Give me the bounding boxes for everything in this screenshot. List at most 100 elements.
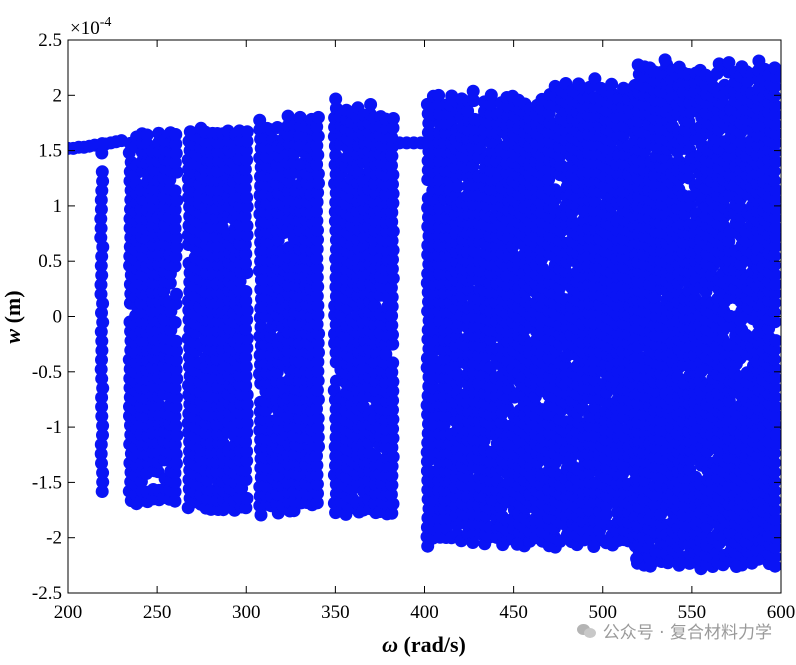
data-point-chaotic <box>168 259 182 273</box>
data-point-chaotic <box>386 337 400 351</box>
data-point-chaotic <box>768 456 781 470</box>
data-point-chaotic <box>386 431 400 445</box>
data-point-chaotic <box>466 84 480 98</box>
data-point-chaotic <box>433 314 447 328</box>
data-point-chaotic <box>767 89 781 103</box>
data-point-chaotic <box>96 428 109 442</box>
data-point-chaotic <box>768 99 781 112</box>
data-point-chaotic <box>95 485 109 498</box>
data-point-chaotic <box>310 496 324 510</box>
data-point-chaotic <box>311 280 325 294</box>
data-point-chaotic <box>312 440 325 453</box>
data-point-chaotic <box>95 146 109 160</box>
data-point-chaotic <box>239 247 253 261</box>
data-point-chaotic <box>768 390 781 404</box>
data-point-chaotic <box>96 381 110 395</box>
y-axis-title: w (m) <box>0 290 25 343</box>
data-point-chaotic <box>169 457 183 471</box>
data-point-chaotic <box>311 186 325 200</box>
data-point-chaotic <box>311 487 324 500</box>
data-point-chaotic <box>426 353 440 366</box>
data-point-chaotic <box>310 195 324 209</box>
data-point-chaotic <box>94 193 108 207</box>
data-point-chaotic <box>94 231 108 245</box>
data-point-chaotic <box>329 92 343 106</box>
data-point-chaotic <box>386 196 400 210</box>
data-point-chaotic <box>767 352 781 366</box>
data-point-chaotic <box>95 391 109 404</box>
data-point-chaotic <box>768 287 781 301</box>
data-point-chaotic <box>94 447 108 461</box>
data-point-chaotic <box>163 276 177 290</box>
data-point-chaotic <box>768 193 781 206</box>
data-point-chaotic <box>283 175 297 189</box>
data-point-chaotic <box>769 409 781 423</box>
data-point-chaotic <box>722 56 736 70</box>
data-point-chaotic <box>386 112 400 125</box>
data-point-chaotic <box>169 137 183 151</box>
data-point-chaotic <box>767 258 781 272</box>
data-point-chaotic <box>588 373 601 387</box>
data-point-chaotic <box>168 410 182 423</box>
data-point-chaotic <box>170 287 183 301</box>
data-point-chaotic <box>96 466 110 480</box>
data-point-chaotic <box>384 488 398 501</box>
x-tick-label: 200 <box>54 602 83 623</box>
data-point-chaotic <box>95 372 109 386</box>
y-tick-label: 1 <box>53 196 63 217</box>
x-axis-title: ω (rad/s) <box>382 632 466 657</box>
data-point-chaotic <box>311 299 325 312</box>
data-point-chaotic <box>385 441 399 454</box>
data-point-chaotic <box>240 200 254 214</box>
x-tick-label: 600 <box>767 602 796 623</box>
data-point-chaotic <box>767 305 781 319</box>
data-point-chaotic <box>311 430 325 444</box>
data-point-chaotic <box>386 187 400 201</box>
data-point-chaotic <box>484 98 498 111</box>
data-point-chaotic <box>253 113 267 127</box>
data-point-chaotic <box>310 289 324 303</box>
data-point-chaotic <box>605 77 619 91</box>
data-point-chaotic <box>240 134 254 148</box>
data-point-chaotic <box>769 428 781 442</box>
data-point-chaotic <box>310 317 324 331</box>
data-point-chaotic <box>169 128 183 141</box>
data-point-chaotic <box>767 174 781 188</box>
data-point-outlier <box>630 552 644 566</box>
y-tick-label: 0 <box>53 307 63 328</box>
data-point-chaotic <box>768 117 781 131</box>
data-point-chaotic <box>769 334 781 348</box>
data-point-chaotic <box>240 313 254 327</box>
data-point-chaotic <box>169 363 183 376</box>
data-point-chaotic <box>385 159 398 172</box>
data-point-chaotic <box>768 296 781 310</box>
data-point-chaotic <box>386 422 400 436</box>
data-point-chaotic <box>312 346 325 359</box>
data-point-chaotic <box>96 475 110 489</box>
y-tick-label: 2 <box>53 85 63 106</box>
data-point-chaotic <box>311 110 325 124</box>
data-point-chaotic <box>140 128 154 142</box>
data-point-chaotic <box>386 384 400 398</box>
data-point-chaotic <box>239 294 253 308</box>
wechat-icon <box>576 623 597 639</box>
data-point-chaotic <box>94 278 108 292</box>
data-point-chaotic <box>95 409 109 423</box>
data-point-chaotic <box>768 484 781 498</box>
data-point-chaotic <box>239 172 253 186</box>
data-point-chaotic <box>386 253 399 266</box>
data-point-chaotic <box>769 512 781 526</box>
x-tick-label: 500 <box>589 602 618 623</box>
data-point-outlier <box>587 540 601 553</box>
data-point-chaotic <box>386 121 400 135</box>
data-point-chaotic <box>768 381 781 395</box>
data-point-chaotic <box>769 230 781 244</box>
data-point-chaotic <box>768 371 781 385</box>
data-point-chaotic <box>168 212 182 226</box>
data-point-chaotic <box>169 447 183 461</box>
data-point-chaotic <box>768 249 781 263</box>
data-point-chaotic <box>240 426 254 439</box>
data-point-chaotic <box>386 271 400 285</box>
data-point-chaotic <box>385 365 399 379</box>
data-point-chaotic <box>239 350 253 364</box>
